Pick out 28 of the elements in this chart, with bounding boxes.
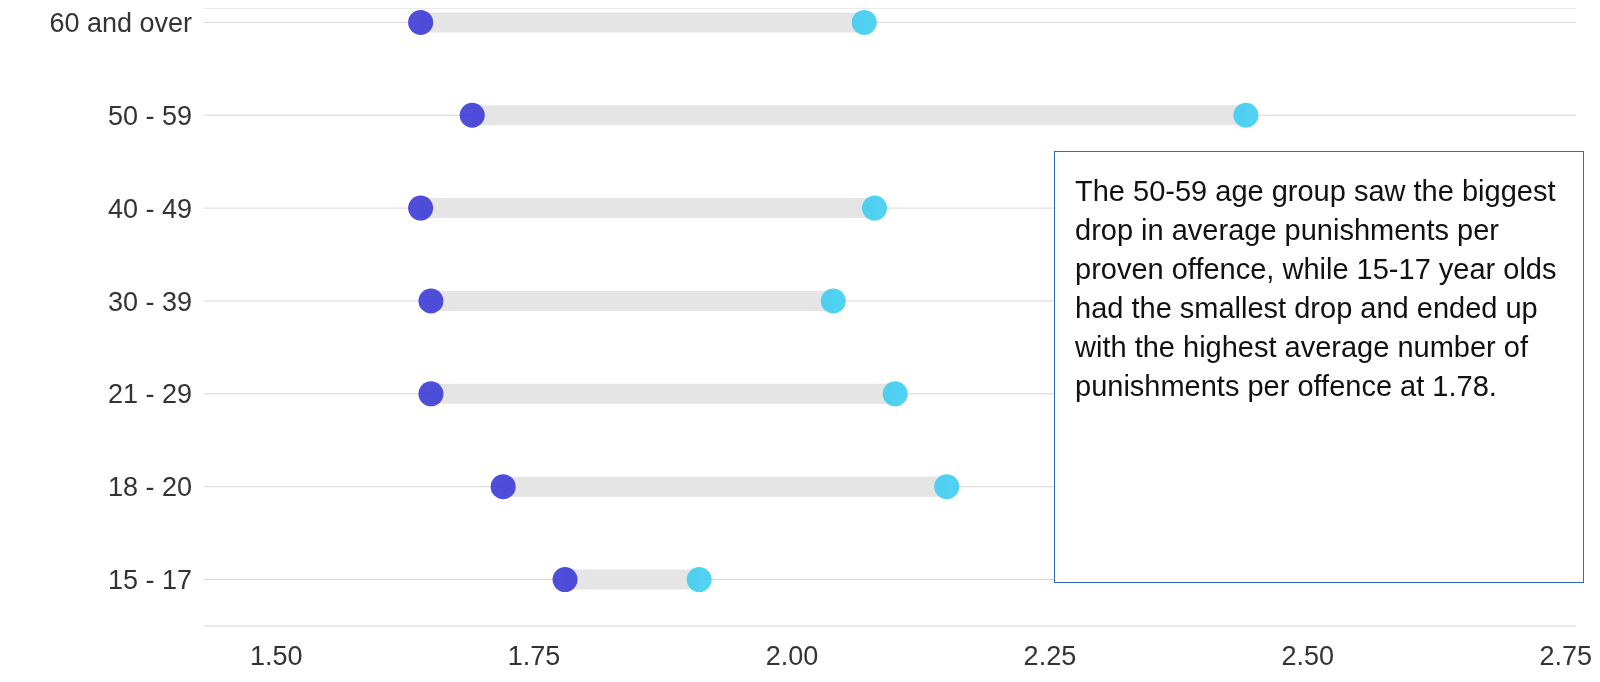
point: [820, 288, 846, 314]
y-tick-label: 21 - 29: [107, 379, 192, 410]
x-tick-label: 1.75: [507, 641, 561, 672]
point: [408, 195, 434, 221]
point: [686, 567, 712, 593]
y-tick-label: 15 - 17: [107, 565, 192, 596]
x-tick-label: 1.50: [249, 641, 303, 672]
y-tick-label: 18 - 20: [107, 472, 192, 503]
y-tick-label: 40 - 49: [107, 193, 192, 224]
x-tick-label: 2.75: [1539, 641, 1592, 672]
x-tick-label: 2.25: [1023, 641, 1077, 672]
point: [408, 9, 434, 35]
point: [552, 567, 578, 593]
x-tick-label: 2.50: [1281, 641, 1335, 672]
point: [851, 9, 877, 35]
y-tick-label: 30 - 39: [107, 286, 192, 317]
point: [418, 381, 444, 407]
y-tick-label: 50 - 59: [107, 100, 192, 131]
text-box: The 50-59 age group saw the biggest drop in average punishments per proven offence, while 15-17 year olds had the smallest drop and ended up with the highest average number of punishments per offence at 1.78.: [1054, 151, 1584, 583]
point: [490, 474, 516, 500]
y-tick-label: 60 and over: [49, 7, 193, 38]
x-tick-label: 2.00: [765, 641, 819, 672]
point: [1233, 102, 1259, 128]
point: [459, 102, 485, 128]
point: [882, 381, 908, 407]
point: [934, 474, 960, 500]
point: [418, 288, 444, 314]
point: [862, 195, 888, 221]
